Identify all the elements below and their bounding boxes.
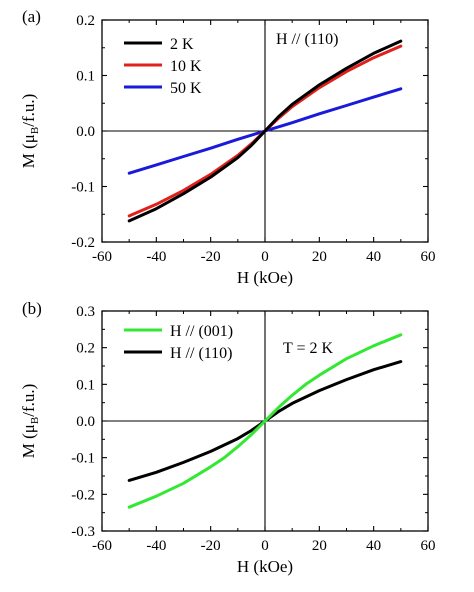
x-tick-label: -60 — [92, 249, 112, 265]
y-axis-title: M (μB/f.u.) — [19, 384, 41, 459]
x-tick-label: 60 — [421, 249, 436, 265]
x-tick-label: -20 — [201, 249, 221, 265]
x-tick-label: 20 — [312, 249, 327, 265]
x-axis-title: H (kOe) — [237, 557, 293, 576]
legend-label: 50 K — [170, 80, 202, 97]
annotation: H // (110) — [276, 31, 339, 48]
legend-label: 10 K — [170, 58, 202, 75]
panel-label: (a) — [22, 7, 41, 26]
y-tick-label: 0.1 — [76, 69, 95, 85]
x-tick-label: 60 — [421, 538, 436, 554]
y-tick-label: -0.2 — [71, 235, 95, 251]
y-tick-label: 0.3 — [76, 304, 95, 320]
y-tick-label: -0.1 — [71, 451, 95, 467]
y-tick-label: -0.3 — [71, 524, 95, 540]
series-line-2-k — [127, 39, 403, 223]
x-tick-label: 0 — [261, 538, 269, 554]
y-tick-label: 0.0 — [76, 414, 95, 430]
x-tick-label: -60 — [92, 538, 112, 554]
y-axis-title: M (μB/f.u.) — [19, 94, 41, 169]
chart-panel-a: -60 -40 -20 0 20 40 60 -0.2 -0.1 0.0 0.1 0.2 2 K 10 K… — [19, 7, 436, 287]
y-tick-label: 0.2 — [76, 13, 95, 29]
y-tick-label: 0.1 — [76, 377, 95, 393]
chart-panel-b: -60 -40 -20 0 20 40 60 -0.3 -0.2 -0.1 0.0 0.1 0.2 0.3… — [19, 299, 436, 576]
series-line-h-001 — [127, 333, 403, 509]
y-tick-label: -0.1 — [71, 180, 95, 196]
x-tick-label: -20 — [201, 538, 221, 554]
x-tick-label: 20 — [312, 538, 327, 554]
legend-label: H // (001) — [170, 323, 233, 340]
x-tick-label: -40 — [146, 538, 166, 554]
panel-label: (b) — [22, 299, 42, 318]
legend-label: H // (110) — [170, 345, 233, 362]
y-tick-label: 0.0 — [76, 124, 95, 140]
x-tick-label: 40 — [366, 538, 381, 554]
annotation: T = 2 K — [283, 340, 334, 357]
x-tick-label: -40 — [146, 249, 166, 265]
y-tick-label: 0.2 — [76, 341, 95, 357]
x-axis-title: H (kOe) — [237, 268, 293, 287]
x-tick-label: 0 — [261, 249, 269, 265]
y-tick-label: -0.2 — [71, 487, 95, 503]
legend-label: 2 K — [170, 36, 194, 53]
x-tick-label: 40 — [366, 249, 381, 265]
